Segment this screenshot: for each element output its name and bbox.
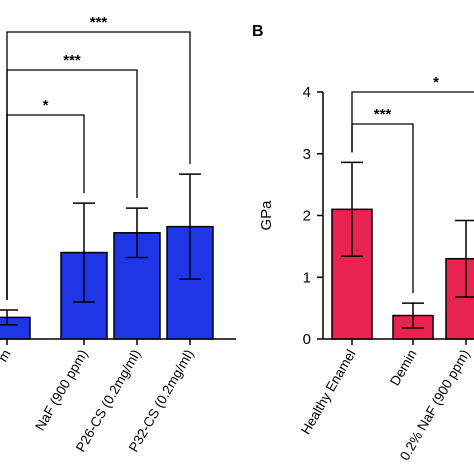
bar-2: [445, 257, 474, 340]
significance-bracket: [6, 31, 191, 300]
significance-label: ***: [63, 52, 81, 69]
significance-label: *: [433, 74, 439, 91]
y-tick-label: 0: [303, 331, 311, 348]
significance-label: ***: [374, 106, 392, 123]
significance-label: ***: [90, 14, 108, 31]
y-axis-title: GPa: [258, 200, 275, 231]
y-tick-label: 4: [303, 84, 311, 101]
panel-a: m NaF (900 ppm)P26-CS (0.2mg/ml)P32-CS (0…: [0, 14, 236, 455]
significance-bracket: [351, 91, 474, 153]
y-tick-label: 1: [303, 269, 311, 286]
x-tick-label-0: m: [0, 347, 14, 364]
x-tick-label-0: Healthy Enamel: [298, 347, 359, 437]
bar-0: [0, 316, 31, 340]
x-tick-label-1: NaF (900 ppm): [32, 347, 90, 433]
panel-label: B: [252, 23, 264, 40]
x-tick-label-1: Demin: [387, 347, 419, 388]
y-tick-label: 2: [303, 208, 311, 225]
significance-label: *: [43, 97, 49, 114]
y-tick-label: 3: [303, 146, 311, 163]
